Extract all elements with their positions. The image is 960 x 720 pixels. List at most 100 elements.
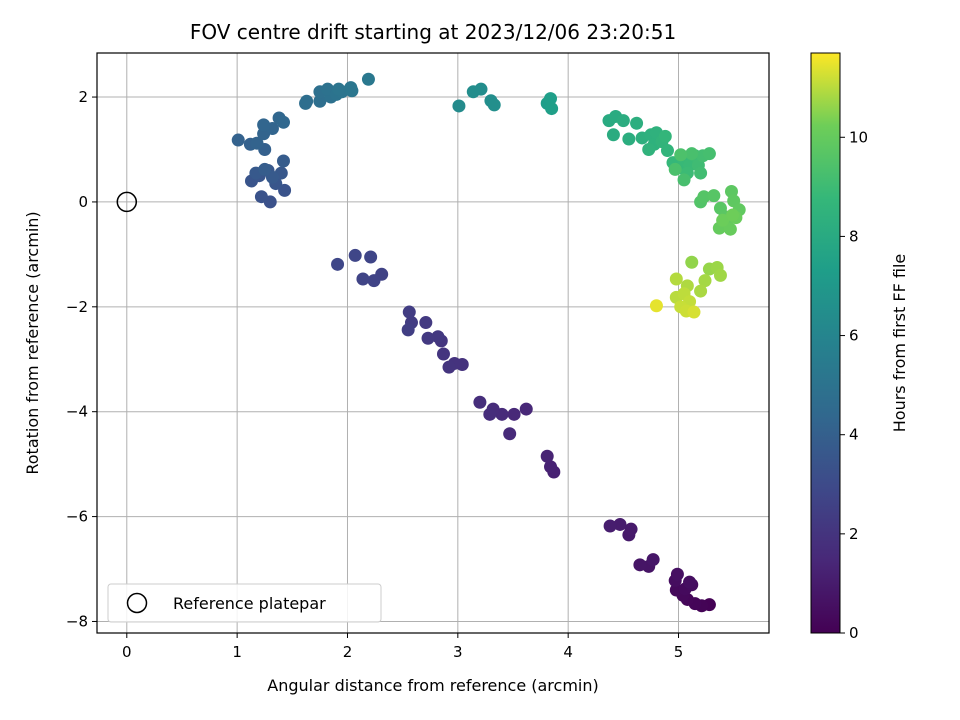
data-point xyxy=(254,190,268,204)
plot-frame xyxy=(96,52,770,634)
data-point xyxy=(421,331,435,345)
data-point xyxy=(683,575,697,589)
data-point xyxy=(642,142,656,156)
data-point xyxy=(364,250,378,264)
legend-entry-reference: Reference platepar xyxy=(173,594,326,613)
reference-platepar-marker xyxy=(116,191,138,213)
data-points xyxy=(231,72,746,613)
legend-box xyxy=(107,583,382,623)
colorbar-tick-label: 4 xyxy=(849,426,859,444)
data-point xyxy=(276,154,290,168)
x-tick-label: 5 xyxy=(674,643,684,661)
y-tick-label: −8 xyxy=(66,612,88,630)
data-point xyxy=(474,82,488,96)
colorbar: 0 2 4 6 8 10 Hours from first FF file xyxy=(810,52,909,642)
data-point xyxy=(606,128,620,142)
colorbar-tick-label: 6 xyxy=(849,327,859,345)
data-point xyxy=(487,98,501,112)
data-point xyxy=(348,248,362,262)
x-axis-label: Angular distance from reference (arcmin) xyxy=(267,676,598,695)
chart-title: FOV centre drift starting at 2023/12/06 … xyxy=(190,20,676,44)
data-point xyxy=(658,129,672,143)
y-tick-label: −6 xyxy=(66,508,88,526)
data-point xyxy=(313,94,327,108)
colorbar-tick-label: 0 xyxy=(849,624,859,642)
data-point xyxy=(503,427,517,441)
reference-marker xyxy=(116,191,138,213)
colorbar-tick-label: 10 xyxy=(849,128,868,146)
data-point xyxy=(633,558,647,572)
data-point xyxy=(361,72,375,86)
data-point xyxy=(507,407,521,421)
data-point xyxy=(257,118,271,132)
data-point xyxy=(685,255,699,269)
colorbar-label: Hours from first FF file xyxy=(890,254,909,433)
data-point xyxy=(402,305,416,319)
data-point xyxy=(726,208,740,222)
data-point xyxy=(276,115,290,129)
data-point xyxy=(624,522,638,536)
data-point xyxy=(649,299,663,313)
data-point xyxy=(646,553,660,567)
data-point xyxy=(431,330,445,344)
y-axis-ticks: −8 −6 −4 −2 0 2 xyxy=(66,88,97,630)
data-point xyxy=(613,517,627,531)
data-point xyxy=(674,148,688,162)
data-point xyxy=(669,272,683,286)
x-tick-label: 4 xyxy=(563,643,573,661)
data-point xyxy=(603,519,617,533)
data-point xyxy=(545,102,559,116)
y-tick-label: −2 xyxy=(66,298,88,316)
data-point xyxy=(668,162,682,176)
colorbar-gradient xyxy=(810,52,841,634)
data-point xyxy=(231,133,245,147)
x-tick-label: 3 xyxy=(453,643,463,661)
y-tick-label: 0 xyxy=(78,193,88,211)
data-point xyxy=(685,147,699,161)
data-point xyxy=(332,82,346,96)
data-point xyxy=(716,213,730,227)
y-tick-label: 2 xyxy=(78,88,88,106)
data-point xyxy=(694,166,708,180)
data-point xyxy=(723,222,737,236)
data-point xyxy=(702,147,716,161)
y-tick-label: −4 xyxy=(66,403,88,421)
x-tick-label: 0 xyxy=(122,643,132,661)
data-point xyxy=(519,402,533,416)
data-point xyxy=(452,99,466,113)
data-point xyxy=(622,132,636,146)
data-point xyxy=(367,274,381,288)
data-point xyxy=(713,268,727,282)
data-point xyxy=(697,190,711,204)
colorbar-ticks: 0 2 4 6 8 10 xyxy=(840,128,868,642)
data-point xyxy=(278,183,292,197)
data-point xyxy=(660,144,674,158)
data-point xyxy=(670,567,684,581)
data-point xyxy=(473,395,487,409)
x-tick-label: 2 xyxy=(343,643,353,661)
data-point xyxy=(250,136,264,150)
data-point xyxy=(630,116,644,130)
legend-reference-icon xyxy=(126,592,148,614)
data-point xyxy=(540,449,554,463)
data-point xyxy=(401,323,415,337)
data-point xyxy=(687,305,701,319)
data-point xyxy=(544,460,558,474)
data-point xyxy=(436,347,450,361)
data-point xyxy=(331,257,345,271)
x-axis-ticks: 0 1 2 3 4 5 xyxy=(122,633,683,661)
data-point xyxy=(258,162,272,176)
y-axis-label: Rotation from reference (arcmin) xyxy=(23,211,42,474)
data-point xyxy=(694,284,708,298)
x-tick-label: 1 xyxy=(232,643,242,661)
data-point xyxy=(677,173,691,187)
data-point xyxy=(483,407,497,421)
data-point xyxy=(345,84,359,98)
data-point xyxy=(300,94,314,108)
data-point xyxy=(356,272,370,286)
data-point xyxy=(442,360,456,374)
data-point xyxy=(707,189,721,203)
data-point xyxy=(698,274,712,288)
data-point xyxy=(544,92,558,106)
